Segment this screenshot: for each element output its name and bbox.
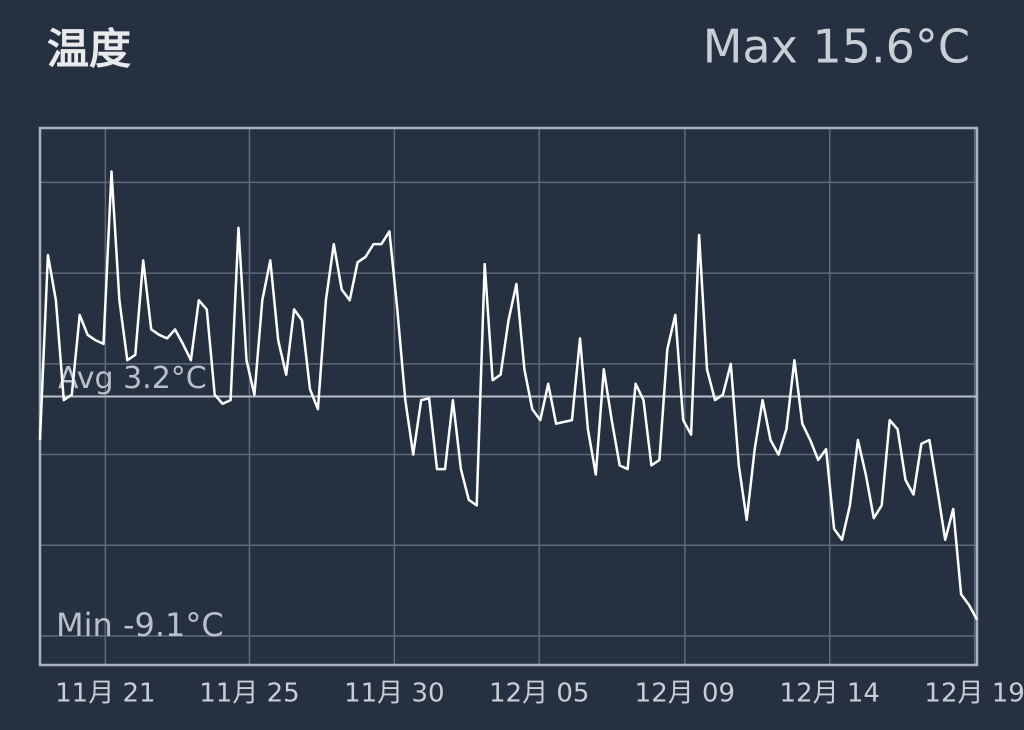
x-tick-label: 11月 30: [344, 679, 444, 709]
x-tick-label: 12月 05: [489, 679, 589, 709]
avg-label: Avg 3.2°C: [58, 361, 207, 396]
temperature-line: [38, 170, 979, 621]
x-tick-label: 11月 21: [55, 679, 155, 709]
x-tick-label: 12月 14: [780, 679, 880, 709]
x-tick-label: 12月 19: [924, 679, 1024, 709]
x-tick-label: 11月 25: [199, 679, 299, 709]
min-label: Min -9.1°C: [56, 606, 224, 644]
x-tick-label: 12月 09: [635, 679, 735, 709]
max-label: Max 15.6°C: [703, 20, 970, 74]
chart-title: 温度: [47, 25, 131, 74]
